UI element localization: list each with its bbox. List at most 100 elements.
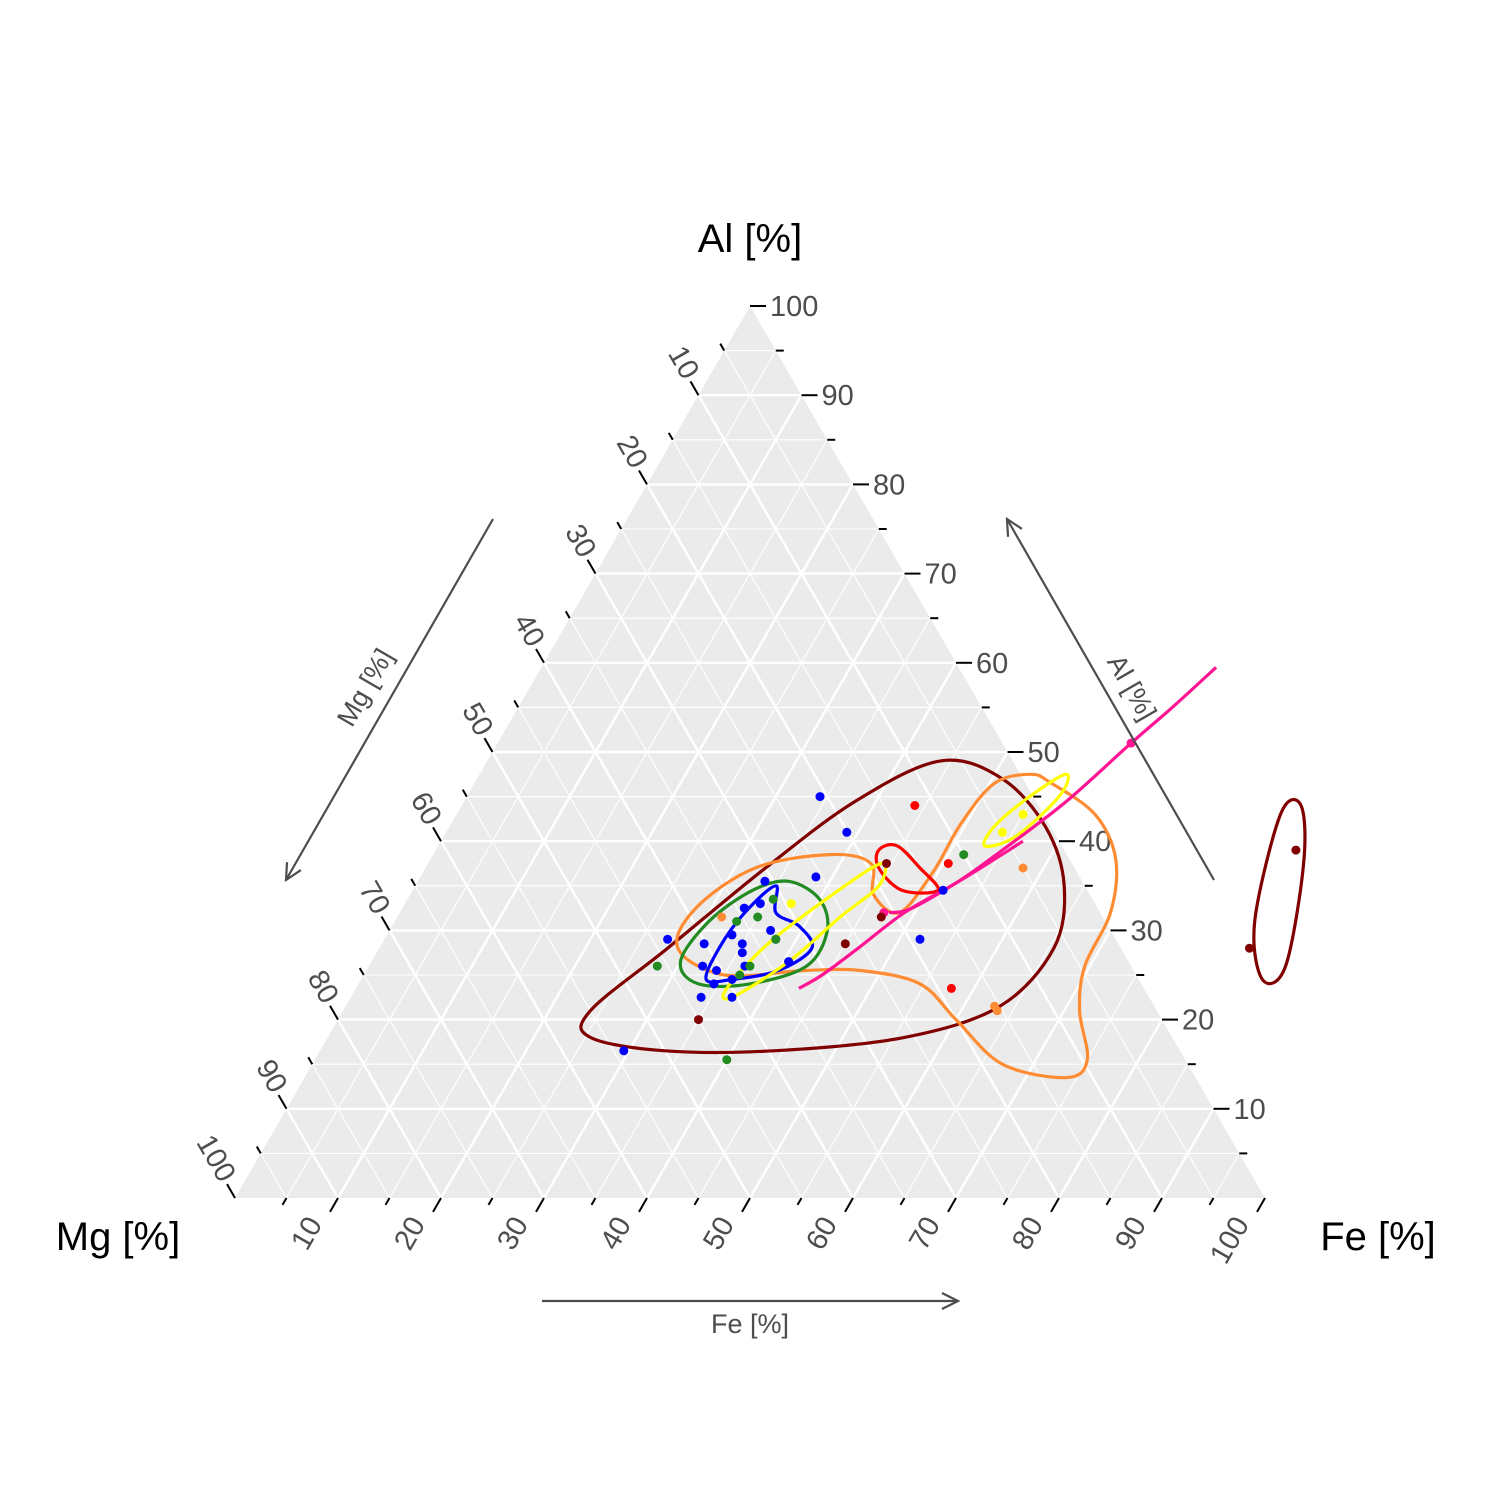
tick-mg	[638, 470, 648, 485]
tick-fe	[1256, 1197, 1266, 1213]
tick-label-fe: 10	[285, 1212, 329, 1256]
density-contour	[678, 879, 830, 989]
tick-label-fe: 30	[491, 1212, 535, 1256]
data-point	[943, 859, 953, 868]
data-point	[768, 894, 778, 904]
grid-line-mg	[260, 1153, 287, 1199]
density-curve	[798, 666, 1218, 990]
grid-line-fe	[801, 796, 1034, 1199]
tick-fe	[1050, 1197, 1060, 1213]
tick-mg	[719, 343, 726, 352]
data-point	[696, 992, 706, 1002]
grid-line-fe	[1057, 1018, 1164, 1199]
data-point	[842, 827, 852, 837]
tick-mg	[432, 826, 442, 842]
data-point	[619, 1046, 629, 1056]
tick-fe	[741, 1197, 751, 1213]
tick-fe	[1208, 1197, 1215, 1206]
density-contour	[704, 884, 815, 984]
data-point	[722, 1055, 732, 1065]
axis-arrow-label-fe: Fe [%]	[711, 1309, 789, 1339]
grid-line-mg	[311, 1063, 390, 1199]
grid-line-fe	[954, 929, 1112, 1199]
tick-mg	[461, 789, 468, 798]
grid-line-fe	[1007, 974, 1137, 1199]
grid-line-mg	[723, 350, 1214, 1199]
density-contour	[874, 843, 940, 895]
data-point	[717, 912, 727, 922]
grid-line-fe	[389, 439, 828, 1199]
data-point	[1018, 863, 1028, 873]
tick-label-al: 30	[1131, 915, 1163, 947]
tick-mg	[329, 1005, 339, 1021]
tick-label-fe: 40	[594, 1212, 638, 1256]
tick-label-fe: 80	[1006, 1212, 1050, 1256]
data-point	[699, 939, 709, 949]
grid-line-fe	[748, 751, 1009, 1199]
data-point	[712, 966, 721, 975]
tick-fe	[899, 1197, 906, 1206]
grid-line-mg	[672, 439, 1111, 1199]
grid-line-mg	[336, 1018, 443, 1199]
grid-line-mg	[285, 1108, 340, 1199]
tick-fe	[487, 1197, 494, 1206]
tick-label-fe: 50	[697, 1212, 741, 1256]
tick-label-mg: 80	[301, 965, 345, 1009]
data-point	[840, 939, 850, 949]
grid-line-fe	[492, 528, 880, 1199]
data-point	[786, 899, 796, 909]
tick-mg	[307, 1056, 314, 1065]
tick-label-al: 90	[822, 380, 854, 412]
corner-label-mg: Mg [%]	[56, 1215, 180, 1259]
grid-line-fe	[698, 707, 983, 1199]
tick-label-mg: 60	[404, 787, 448, 831]
tick-fe	[281, 1197, 288, 1206]
grid-line-fe	[1160, 1108, 1215, 1199]
tick-mg	[586, 559, 597, 575]
tick-fe	[1153, 1197, 1163, 1213]
grid-line-fe	[1213, 1153, 1240, 1199]
axis-arrow-al	[1007, 519, 1215, 881]
grid-line-mg	[569, 617, 905, 1199]
data-point	[709, 979, 719, 989]
data-point	[755, 899, 765, 909]
data-point	[990, 1001, 1000, 1011]
tick-label-al: 20	[1182, 1005, 1214, 1037]
data-point	[737, 948, 747, 958]
data-point	[727, 930, 737, 940]
tick-mg	[380, 916, 391, 931]
corner-label-al: Al [%]	[698, 217, 802, 261]
grid-line-mg	[363, 974, 493, 1199]
tick-fe	[693, 1197, 700, 1206]
data-point	[652, 961, 662, 971]
tick-mg	[616, 521, 623, 530]
grid-line-mg	[491, 751, 752, 1199]
grid-line-fe	[286, 350, 777, 1199]
grid-line-mg	[466, 796, 699, 1199]
tick-label-fe: 60	[800, 1212, 844, 1256]
grid-line-fe	[904, 885, 1086, 1199]
tick-mg	[358, 967, 365, 976]
data-point	[732, 917, 742, 926]
data-point	[784, 957, 794, 967]
data-point	[698, 961, 708, 971]
data-point	[663, 934, 673, 944]
tick-mg	[410, 878, 417, 887]
data-point	[1291, 845, 1301, 855]
tick-label-mg: 30	[558, 519, 602, 563]
tick-label-mg: 50	[455, 698, 499, 742]
data-point	[753, 912, 763, 922]
tick-label-al: 60	[976, 648, 1008, 680]
tick-label-al: 70	[925, 559, 957, 591]
tick-label-mg: 20	[610, 430, 654, 474]
tick-fe	[432, 1197, 442, 1213]
tick-mg	[277, 1094, 288, 1110]
density-contour	[579, 758, 1067, 1055]
tick-mg	[535, 648, 545, 664]
tick-label-mg: 100	[190, 1130, 242, 1188]
tick-mg	[226, 1183, 236, 1199]
grid-line-mg	[414, 885, 596, 1199]
data-point	[727, 992, 737, 1002]
data-point	[811, 872, 821, 882]
